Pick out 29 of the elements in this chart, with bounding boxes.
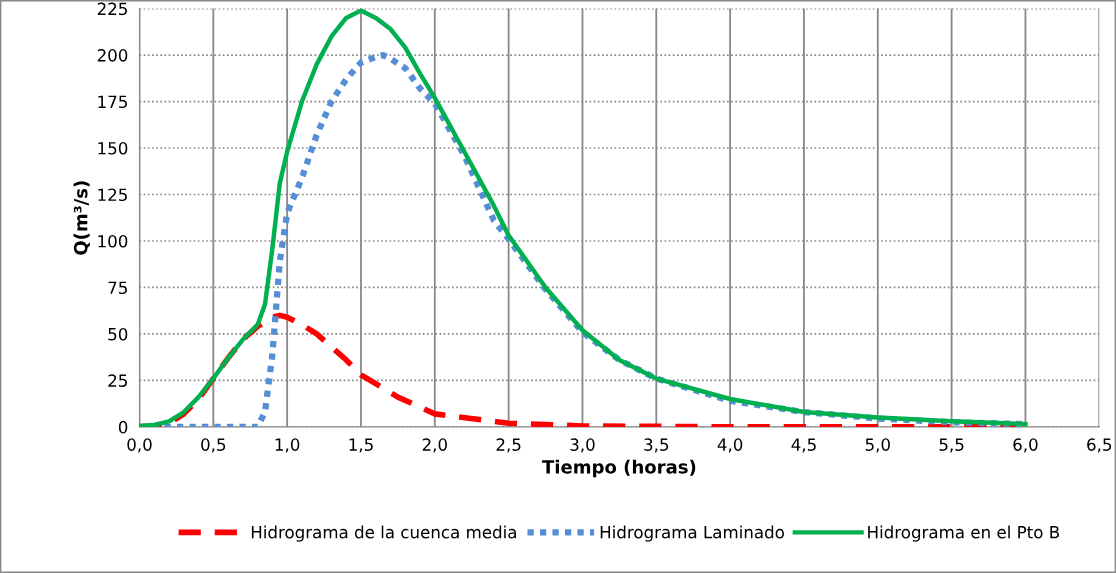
x-tick-label: 4,0 xyxy=(717,438,743,453)
y-tick-label: 200 xyxy=(97,49,128,62)
y-tick-label: 100 xyxy=(98,234,128,248)
y-tick-label: 175 xyxy=(98,95,127,109)
x-tick-label: 2,0 xyxy=(422,438,447,453)
y-tick-label: 25 xyxy=(108,374,127,387)
x-tick-label: 6,5 xyxy=(1087,438,1112,453)
y-tick-label: 50 xyxy=(108,327,128,341)
x-tick-label: 1,5 xyxy=(349,438,373,453)
x-tick-label: 6,0 xyxy=(1013,438,1038,453)
x-tick-label: 3,0 xyxy=(570,438,595,453)
x-tick-label: 1,0 xyxy=(275,438,300,453)
y-tick-label: 75 xyxy=(108,281,127,295)
legend-label: Hidrograma en el Pto B xyxy=(868,525,1059,542)
y-axis-title: Q(m³/s) xyxy=(73,181,90,255)
x-tick-label: 4,5 xyxy=(791,438,816,453)
y-tick-label: 225 xyxy=(97,2,127,16)
x-tick-label: 5,0 xyxy=(865,438,890,453)
y-tick-label: 150 xyxy=(98,141,128,155)
legend-label: Hidrograma de la cuenca media xyxy=(251,525,516,542)
x-tick-label: 3,5 xyxy=(644,438,669,453)
y-tick-label: 125 xyxy=(98,188,127,202)
legend-label: Hidrograma Laminado xyxy=(600,525,784,542)
x-tick-label: 5,5 xyxy=(939,438,964,453)
y-tick-label: 0 xyxy=(118,420,128,434)
x-axis-title: Tiempo (horas) xyxy=(542,459,696,478)
x-tick-label: 0,0 xyxy=(127,438,152,453)
x-tick-label: 2,5 xyxy=(496,438,521,453)
x-tick-label: 0,5 xyxy=(201,438,226,453)
